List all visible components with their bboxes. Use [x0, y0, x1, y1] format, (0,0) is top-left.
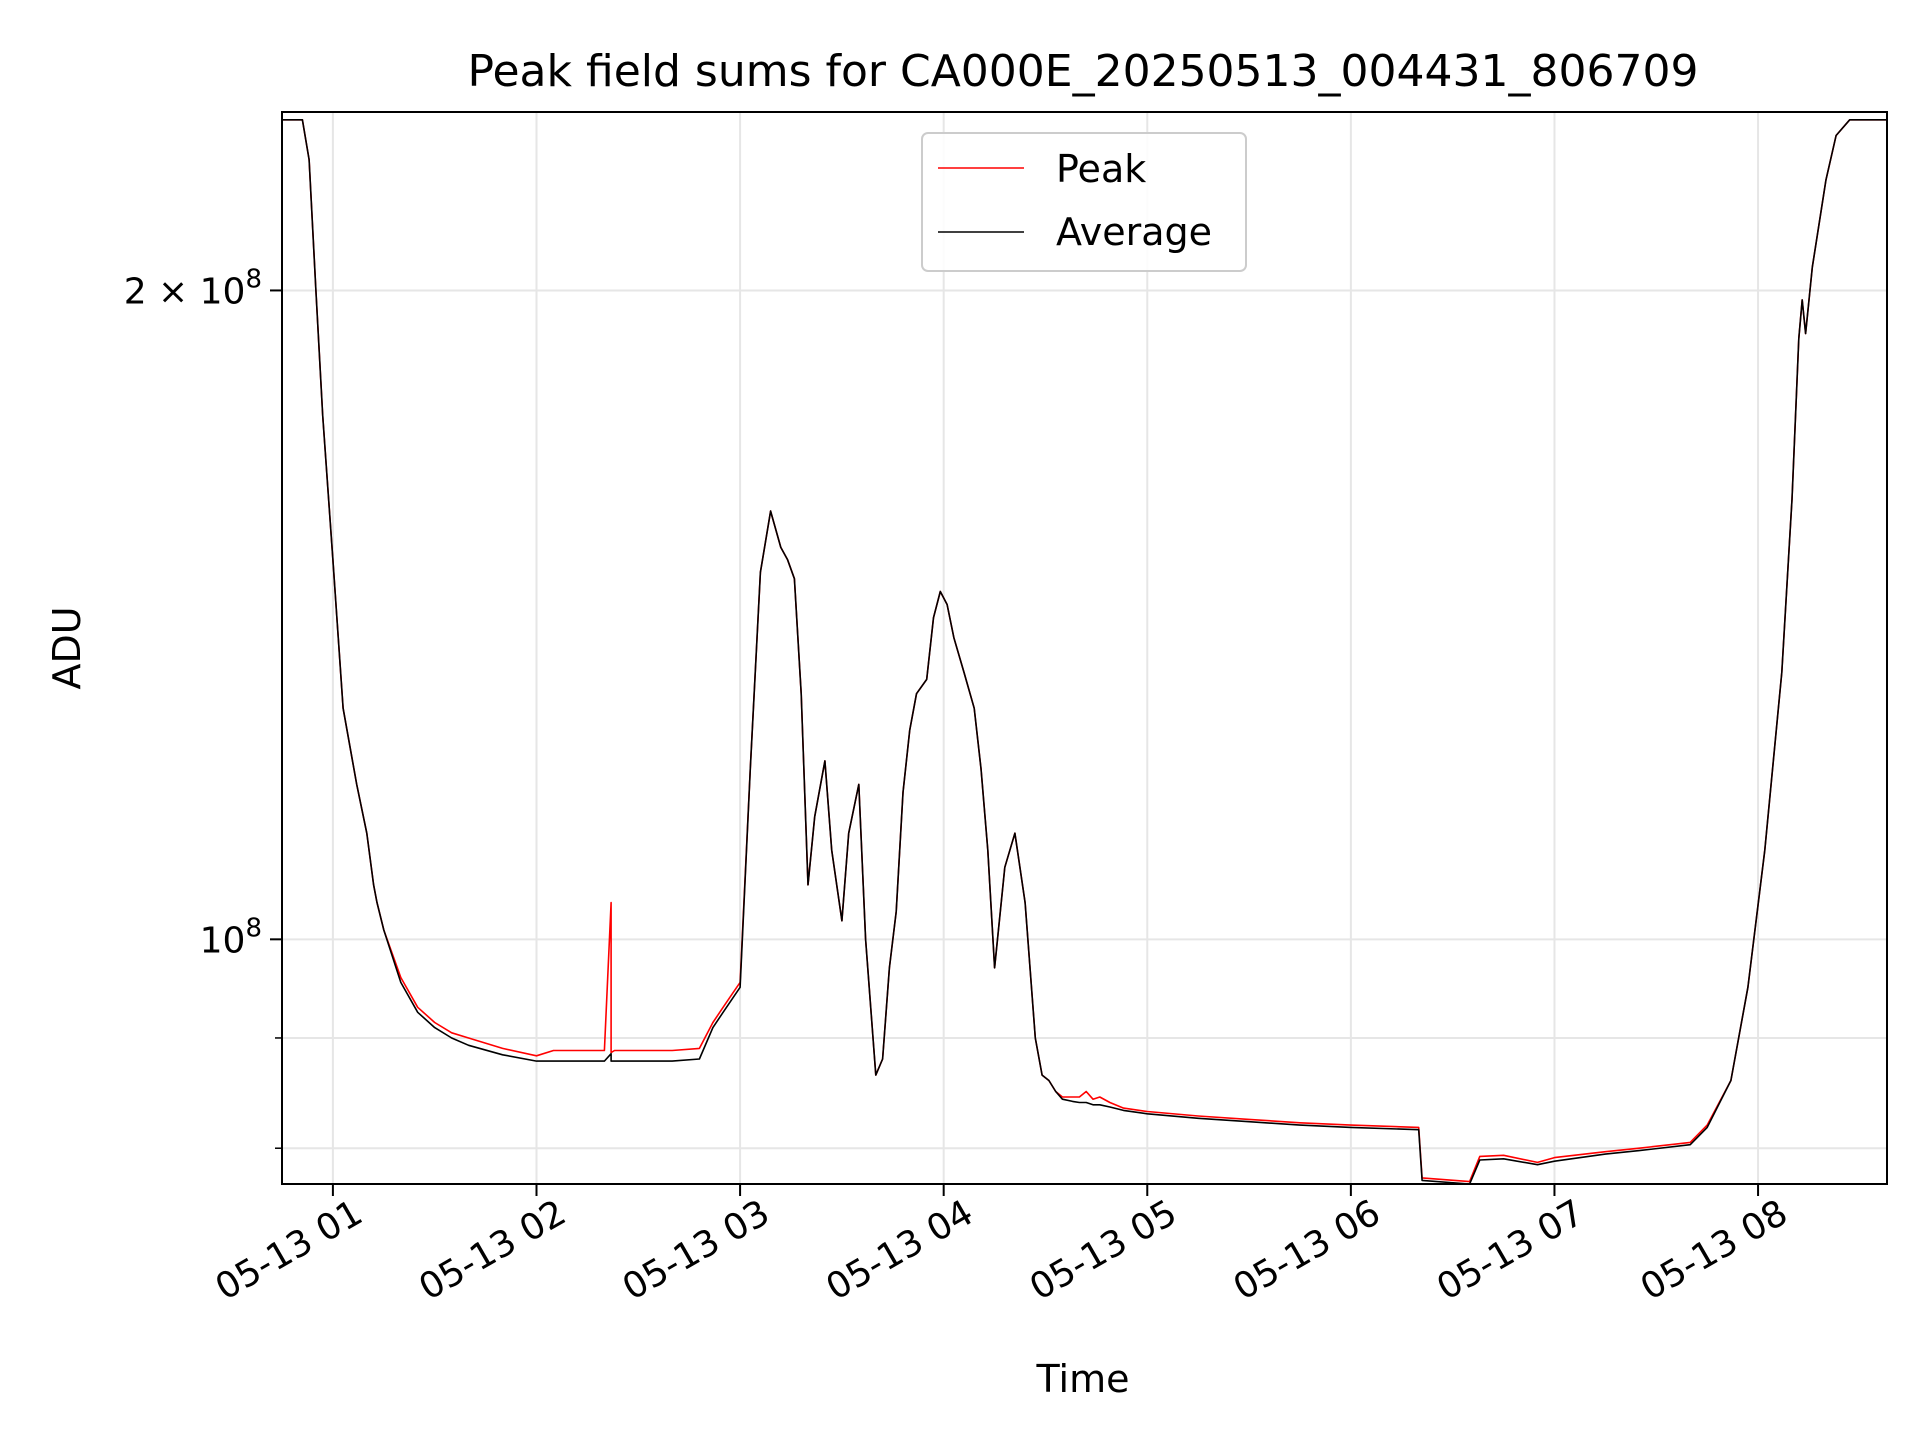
x-axis-label: Time — [1036, 1357, 1130, 1401]
grid-lines — [282, 112, 1887, 1184]
series-layer — [282, 119, 1887, 1185]
plot-frame — [281, 111, 1888, 1185]
y-tick-label: 108 — [200, 913, 262, 961]
y-axis-label: ADU — [45, 606, 89, 689]
legend-label-average: Average — [1056, 210, 1212, 254]
chart-title: Peak field sums for CA000E_20250513_0044… — [468, 46, 1699, 97]
plot-area — [282, 112, 1887, 1184]
series-line-average — [282, 119, 1887, 1185]
y-axis: 108 2 × 108 — [124, 264, 282, 1149]
legend-label-peak: Peak — [1056, 147, 1146, 191]
legend: Peak Average — [921, 132, 1247, 272]
y-tick-label: 2 × 108 — [124, 264, 262, 312]
